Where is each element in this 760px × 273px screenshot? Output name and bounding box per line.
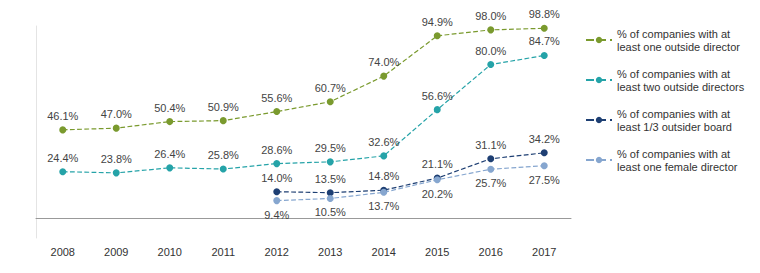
svg-text:34.2%: 34.2%	[529, 133, 560, 145]
svg-text:80.0%: 80.0%	[475, 45, 506, 57]
svg-text:94.9%: 94.9%	[422, 16, 453, 28]
svg-text:25.7%: 25.7%	[475, 177, 506, 189]
svg-text:84.7%: 84.7%	[529, 35, 560, 47]
svg-text:% of companies with at: % of companies with at	[617, 108, 733, 120]
svg-text:50.9%: 50.9%	[208, 101, 239, 113]
svg-text:% of companies with at: % of companies with at	[617, 28, 733, 40]
svg-text:25.8%: 25.8%	[208, 149, 239, 161]
svg-text:9.4%: 9.4%	[264, 209, 289, 221]
svg-text:23.8%: 23.8%	[101, 153, 132, 165]
svg-text:2009: 2009	[104, 246, 128, 258]
svg-text:47.0%: 47.0%	[101, 108, 132, 120]
svg-text:14.8%: 14.8%	[368, 170, 399, 182]
svg-text:least one outside director: least one outside director	[617, 41, 740, 53]
svg-text:least one female director: least one female director	[617, 161, 738, 173]
svg-text:2008: 2008	[51, 246, 75, 258]
svg-text:2017: 2017	[532, 246, 556, 258]
svg-text:2010: 2010	[158, 246, 182, 258]
svg-text:2014: 2014	[372, 246, 396, 258]
svg-text:14.0%: 14.0%	[261, 172, 292, 184]
svg-text:21.1%: 21.1%	[422, 158, 453, 170]
svg-text:least two outside directors: least two outside directors	[617, 81, 745, 93]
svg-text:2013: 2013	[318, 246, 342, 258]
svg-text:26.4%: 26.4%	[154, 148, 185, 160]
svg-text:50.4%: 50.4%	[154, 102, 185, 114]
svg-text:55.6%: 55.6%	[261, 92, 292, 104]
svg-text:60.7%: 60.7%	[315, 82, 346, 94]
svg-text:% of companies with at: % of companies with at	[617, 148, 733, 160]
svg-text:74.0%: 74.0%	[368, 56, 399, 68]
svg-text:13.7%: 13.7%	[368, 200, 399, 212]
svg-text:20.2%: 20.2%	[422, 188, 453, 200]
svg-text:28.6%: 28.6%	[261, 144, 292, 156]
svg-text:2012: 2012	[265, 246, 289, 258]
svg-text:10.5%: 10.5%	[315, 206, 346, 218]
svg-text:27.5%: 27.5%	[529, 174, 560, 186]
svg-text:least 1/3 outsider board: least 1/3 outsider board	[617, 121, 732, 133]
svg-text:98.8%: 98.8%	[529, 8, 560, 20]
svg-text:2011: 2011	[211, 246, 235, 258]
svg-text:29.5%: 29.5%	[315, 142, 346, 154]
svg-text:13.5%: 13.5%	[315, 173, 346, 185]
svg-text:24.4%: 24.4%	[47, 152, 78, 164]
svg-text:2015: 2015	[425, 246, 449, 258]
svg-text:56.6%: 56.6%	[422, 90, 453, 102]
svg-text:98.0%: 98.0%	[475, 10, 506, 22]
svg-text:31.1%: 31.1%	[475, 139, 506, 151]
svg-text:% of companies with at: % of companies with at	[617, 68, 733, 80]
svg-text:32.6%: 32.6%	[368, 136, 399, 148]
svg-text:2016: 2016	[479, 246, 503, 258]
svg-text:46.1%: 46.1%	[47, 110, 78, 122]
